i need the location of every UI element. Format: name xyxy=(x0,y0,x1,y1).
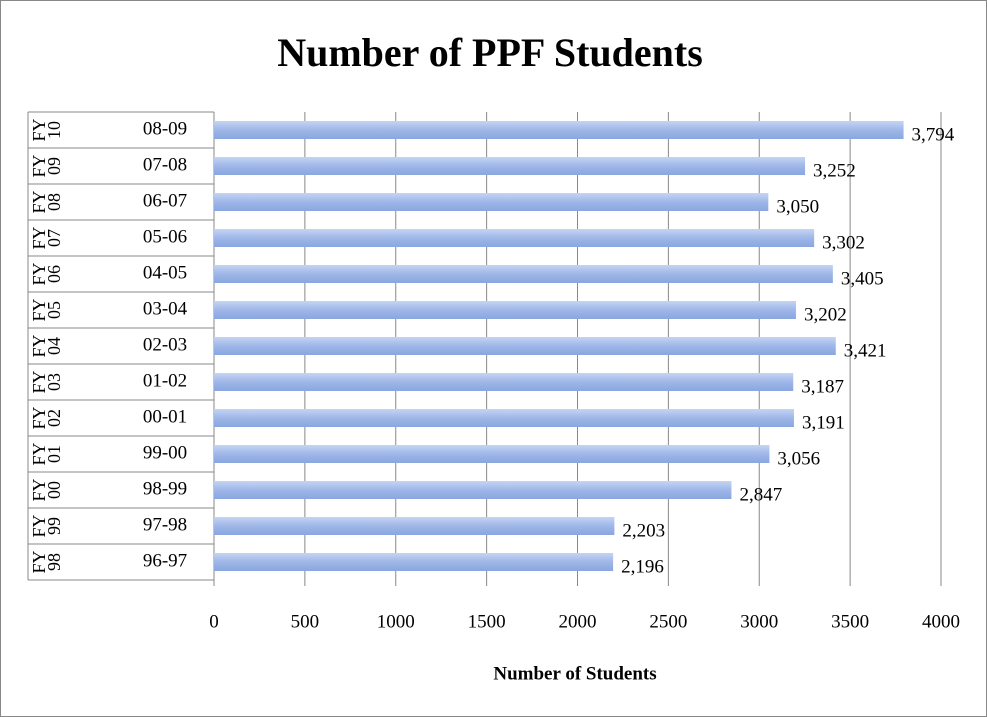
x-tick-label: 1500 xyxy=(468,611,506,632)
x-tick-label: 3000 xyxy=(740,611,778,632)
outer-category-label: FY 10 xyxy=(29,118,64,142)
y-tick-label: 98-99 xyxy=(143,478,187,499)
outer-category-label: FY 00 xyxy=(29,478,64,502)
data-label: 3,202 xyxy=(804,304,847,325)
y-tick-label: 07-08 xyxy=(143,154,187,175)
y-tick-label: 99-00 xyxy=(143,442,187,463)
outer-category-label: FY 98 xyxy=(29,550,64,574)
bar xyxy=(214,481,732,499)
x-tick-label: 500 xyxy=(291,611,320,632)
y-tick-label: 96-97 xyxy=(143,550,187,571)
data-label: 2,203 xyxy=(622,520,665,541)
x-tick-label: 2000 xyxy=(559,611,597,632)
y-tick-label: 00-01 xyxy=(143,406,187,427)
outer-category-label: FY 04 xyxy=(29,334,64,358)
outer-category-label: FY 05 xyxy=(29,298,64,322)
x-tick-label: 0 xyxy=(209,611,219,632)
y-tick-label: 97-98 xyxy=(143,514,187,535)
chart-title: Number of PPF Students xyxy=(277,30,703,75)
bar xyxy=(214,301,796,319)
data-label: 2,847 xyxy=(739,484,782,505)
y-tick-label: 05-06 xyxy=(143,226,187,247)
outer-category-label: FY 09 xyxy=(29,154,64,178)
outer-category-label: FY 08 xyxy=(29,190,64,214)
data-label: 3,405 xyxy=(841,268,884,289)
x-tick-label: 2500 xyxy=(649,611,687,632)
bar xyxy=(214,517,615,535)
data-label: 3,191 xyxy=(802,412,845,433)
y-tick-label: 03-04 xyxy=(143,298,188,319)
bar xyxy=(214,157,806,175)
bar xyxy=(214,373,794,391)
data-label: 3,050 xyxy=(776,196,819,217)
data-label: 3,056 xyxy=(777,448,820,469)
x-tick-label: 1000 xyxy=(377,611,415,632)
bar xyxy=(214,409,794,427)
outer-category-label: FY 03 xyxy=(29,370,64,394)
y-tick-label: 01-02 xyxy=(143,370,187,391)
outer-category-label: FY 07 xyxy=(29,226,64,250)
x-tick-label: 4000 xyxy=(922,611,960,632)
data-label: 3,252 xyxy=(813,160,856,181)
outer-category-label: FY 99 xyxy=(29,514,64,538)
data-label: 3,187 xyxy=(801,376,844,397)
data-label: 3,421 xyxy=(844,340,887,361)
y-tick-label: 06-07 xyxy=(143,190,187,211)
bar xyxy=(214,193,769,211)
bar xyxy=(214,553,614,571)
data-label: 3,794 xyxy=(912,124,955,145)
outer-category-label: FY 01 xyxy=(29,442,64,466)
bar xyxy=(214,121,904,139)
data-label: 3,302 xyxy=(822,232,865,253)
y-tick-label: 08-09 xyxy=(143,118,187,139)
outer-category-label: FY 06 xyxy=(29,262,64,286)
bar xyxy=(214,265,833,283)
x-axis-label: Number of Students xyxy=(493,663,656,684)
x-tick-label: 3500 xyxy=(831,611,869,632)
bar xyxy=(214,445,770,463)
y-tick-label: 02-03 xyxy=(143,334,187,355)
bar xyxy=(214,229,815,247)
outer-category-label: FY 02 xyxy=(29,406,64,430)
y-tick-label: 04-05 xyxy=(143,262,187,283)
data-label: 2,196 xyxy=(621,556,664,577)
bar xyxy=(214,337,836,355)
